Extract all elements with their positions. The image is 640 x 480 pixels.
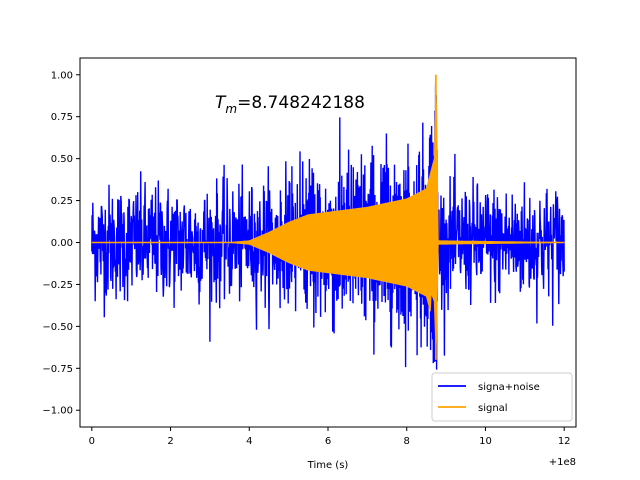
- x-tick-label: 0: [89, 436, 95, 447]
- tm-value: =8.748242188: [237, 93, 365, 113]
- x-axis-ticks: 0 2 4 6 8 10 12: [89, 427, 571, 447]
- series-signal-area: [91, 91, 565, 349]
- series-layer: [91, 74, 565, 370]
- y-tick-label: −0.75: [42, 364, 73, 375]
- legend: signa+noise signal: [431, 372, 573, 422]
- y-tick-label: 0.75: [51, 112, 73, 123]
- y-tick-label: −0.25: [42, 280, 73, 291]
- y-tick-label: 0.25: [51, 196, 73, 207]
- tm-annotation: Tm=8.748242188: [215, 93, 365, 116]
- x-tick-label: 2: [167, 436, 173, 447]
- x-tick-label: 4: [246, 436, 252, 447]
- x-tick-label: 10: [479, 436, 492, 447]
- y-tick-label: −0.50: [42, 322, 73, 333]
- legend-box: [431, 372, 573, 422]
- legend-label-signal: signal: [478, 403, 508, 414]
- x-tick-label: 12: [558, 436, 571, 447]
- legend-label-signa-noise: signa+noise: [478, 382, 540, 393]
- y-tick-label: 0.00: [51, 238, 73, 249]
- plot-area: [91, 74, 565, 370]
- x-tick-label: 6: [325, 436, 331, 447]
- y-tick-label: −1.00: [42, 406, 73, 417]
- tm-subscript: m: [225, 102, 237, 116]
- y-tick-label: 0.50: [51, 154, 73, 165]
- x-axis-offset-label: +1e8: [549, 457, 576, 468]
- y-tick-label: 1.00: [51, 70, 73, 81]
- x-axis-label: Time (s): [307, 460, 349, 471]
- y-axis-ticks: −1.00 −0.75 −0.50 −0.25 0.00 0.25 0.50 0.75 1.00: [42, 70, 80, 417]
- tm-symbol: T: [215, 93, 227, 113]
- x-tick-label: 8: [404, 436, 410, 447]
